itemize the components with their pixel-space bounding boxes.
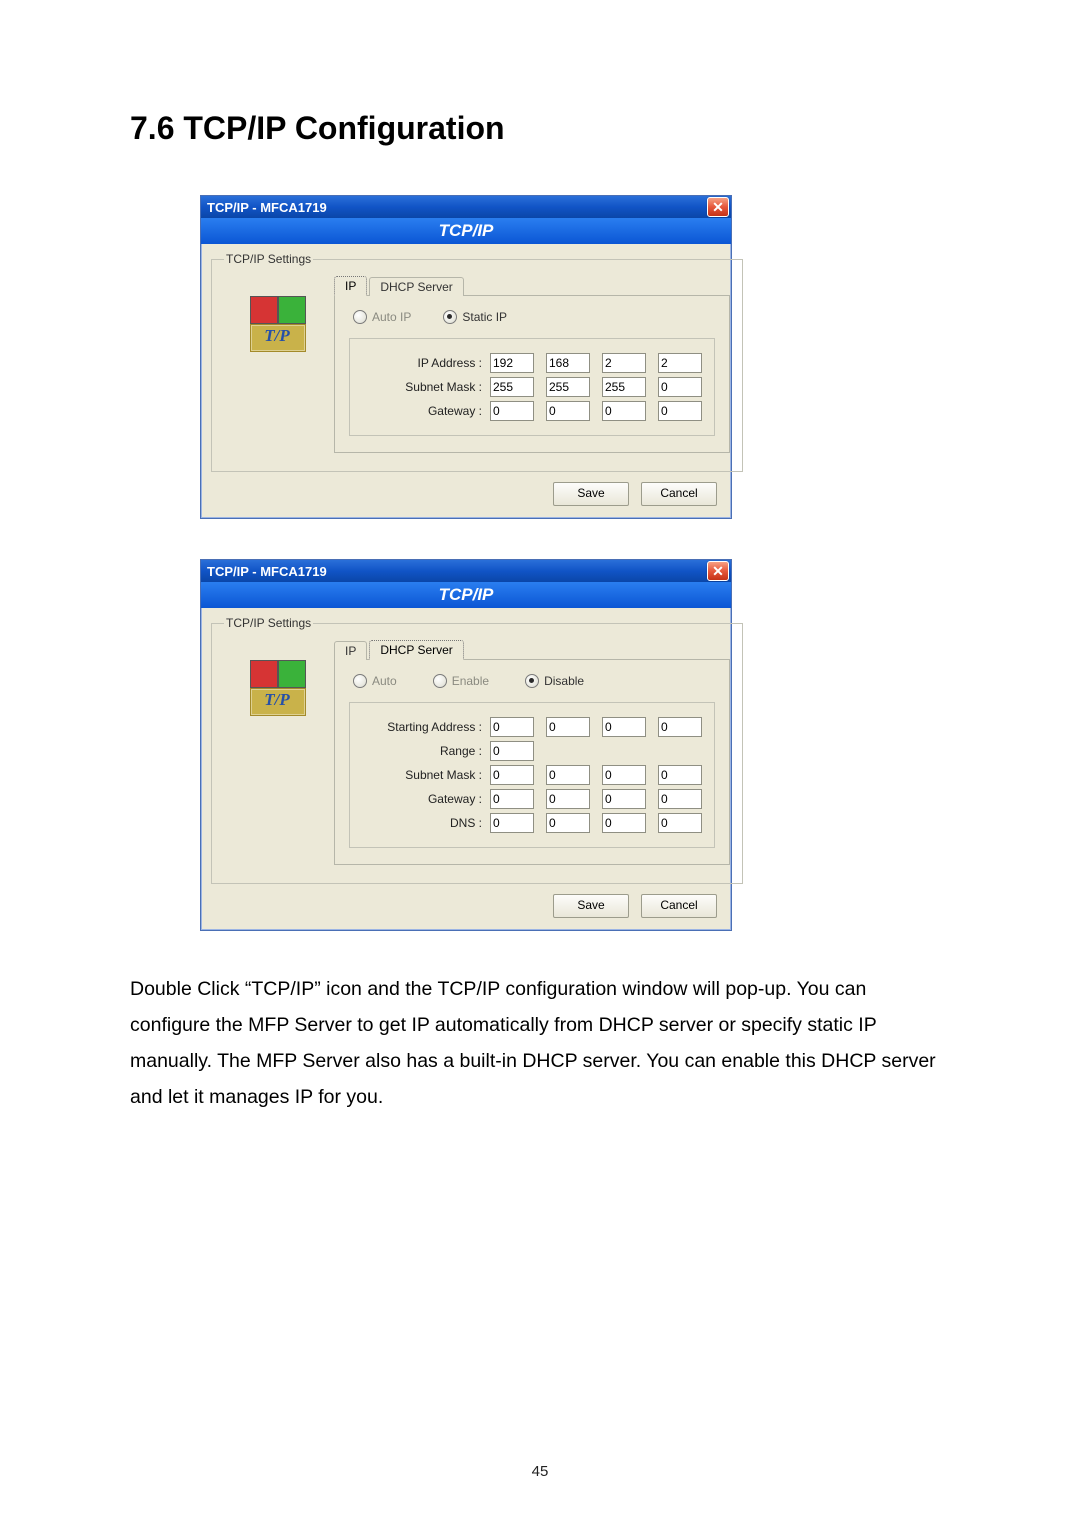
radio-enable[interactable]: Enable xyxy=(433,674,489,688)
window-title: TCP/IP - MFCA1719 xyxy=(207,564,327,579)
banner-text: TCP/IP xyxy=(439,221,494,240)
gw-octet-3[interactable] xyxy=(602,401,646,421)
cancel-button[interactable]: Cancel xyxy=(641,482,717,506)
radio-disable-label: Disable xyxy=(544,674,584,688)
gw-octet-2[interactable] xyxy=(546,401,590,421)
gw-octet-4[interactable] xyxy=(658,789,702,809)
gw-octet-1[interactable] xyxy=(490,401,534,421)
tab-ip[interactable]: IP xyxy=(334,276,367,296)
tab-panel-dhcp: Auto Enable Disable Starting Address : xyxy=(334,659,730,865)
section-heading: 7.6 TCP/IP Configuration xyxy=(130,110,950,147)
ip-octet-4[interactable] xyxy=(658,353,702,373)
titlebar: TCP/IP - MFCA1719 ✕ xyxy=(201,560,731,582)
mask-octet-2[interactable] xyxy=(546,377,590,397)
mask-octet-3[interactable] xyxy=(602,765,646,785)
dns-octet-3[interactable] xyxy=(602,813,646,833)
tab-panel-ip: Auto IP Static IP IP Address : xyxy=(334,295,730,453)
start-octet-3[interactable] xyxy=(602,717,646,737)
close-icon[interactable]: ✕ xyxy=(707,561,729,581)
close-icon[interactable]: ✕ xyxy=(707,197,729,217)
dns-octet-4[interactable] xyxy=(658,813,702,833)
radio-auto-ip[interactable]: Auto IP xyxy=(353,310,411,324)
settings-groupbox: TCP/IP Settings T/P IP DHCP Server xyxy=(211,252,743,472)
label-starting-address: Starting Address : xyxy=(362,720,490,734)
radio-auto-ip-label: Auto IP xyxy=(372,310,411,324)
tab-dhcp-server[interactable]: DHCP Server xyxy=(369,640,463,660)
window-title: TCP/IP - MFCA1719 xyxy=(207,200,327,215)
dns-octet-1[interactable] xyxy=(490,813,534,833)
tcpip-icon: T/P xyxy=(250,660,308,718)
cancel-button[interactable]: Cancel xyxy=(641,894,717,918)
label-dns: DNS : xyxy=(362,816,490,830)
tab-strip: IP DHCP Server xyxy=(334,274,730,296)
range-input[interactable] xyxy=(490,741,534,761)
radio-static-ip-label: Static IP xyxy=(462,310,507,324)
ip-octet-1[interactable] xyxy=(490,353,534,373)
start-octet-4[interactable] xyxy=(658,717,702,737)
mask-octet-1[interactable] xyxy=(490,765,534,785)
tab-ip[interactable]: IP xyxy=(334,641,367,660)
tcpip-icon: T/P xyxy=(250,296,308,354)
groupbox-legend: TCP/IP Settings xyxy=(224,252,313,266)
radio-enable-label: Enable xyxy=(452,674,489,688)
save-button[interactable]: Save xyxy=(553,482,629,506)
gw-octet-2[interactable] xyxy=(546,789,590,809)
tab-dhcp-server[interactable]: DHCP Server xyxy=(369,277,463,296)
ip-octet-3[interactable] xyxy=(602,353,646,373)
label-gateway: Gateway : xyxy=(362,792,490,806)
ip-octet-2[interactable] xyxy=(546,353,590,373)
start-octet-2[interactable] xyxy=(546,717,590,737)
radio-auto[interactable]: Auto xyxy=(353,674,397,688)
mask-octet-4[interactable] xyxy=(658,765,702,785)
start-octet-1[interactable] xyxy=(490,717,534,737)
tab-strip: IP DHCP Server xyxy=(334,638,730,660)
banner-text: TCP/IP xyxy=(439,585,494,604)
gw-octet-4[interactable] xyxy=(658,401,702,421)
dialog-banner: TCP/IP xyxy=(201,218,731,244)
radio-static-ip[interactable]: Static IP xyxy=(443,310,507,324)
radio-disable[interactable]: Disable xyxy=(525,674,584,688)
mask-octet-1[interactable] xyxy=(490,377,534,397)
groupbox-legend: TCP/IP Settings xyxy=(224,616,313,630)
description-text: Double Click “TCP/IP” icon and the TCP/I… xyxy=(130,971,950,1115)
tcpip-dialog-dhcp: TCP/IP - MFCA1719 ✕ TCP/IP TCP/IP Settin… xyxy=(200,559,732,931)
gw-octet-3[interactable] xyxy=(602,789,646,809)
settings-groupbox: TCP/IP Settings T/P IP DHCP Server xyxy=(211,616,743,884)
label-subnet-mask: Subnet Mask : xyxy=(362,380,490,394)
label-range: Range : xyxy=(362,744,490,758)
titlebar: TCP/IP - MFCA1719 ✕ xyxy=(201,196,731,218)
mask-octet-3[interactable] xyxy=(602,377,646,397)
save-button[interactable]: Save xyxy=(553,894,629,918)
label-ip-address: IP Address : xyxy=(362,356,490,370)
dns-octet-2[interactable] xyxy=(546,813,590,833)
tcpip-dialog-ip: TCP/IP - MFCA1719 ✕ TCP/IP TCP/IP Settin… xyxy=(200,195,732,519)
mask-octet-2[interactable] xyxy=(546,765,590,785)
label-gateway: Gateway : xyxy=(362,404,490,418)
radio-auto-label: Auto xyxy=(372,674,397,688)
dialog-banner: TCP/IP xyxy=(201,582,731,608)
page-number: 45 xyxy=(0,1463,1080,1480)
gw-octet-1[interactable] xyxy=(490,789,534,809)
mask-octet-4[interactable] xyxy=(658,377,702,397)
label-subnet-mask: Subnet Mask : xyxy=(362,768,490,782)
